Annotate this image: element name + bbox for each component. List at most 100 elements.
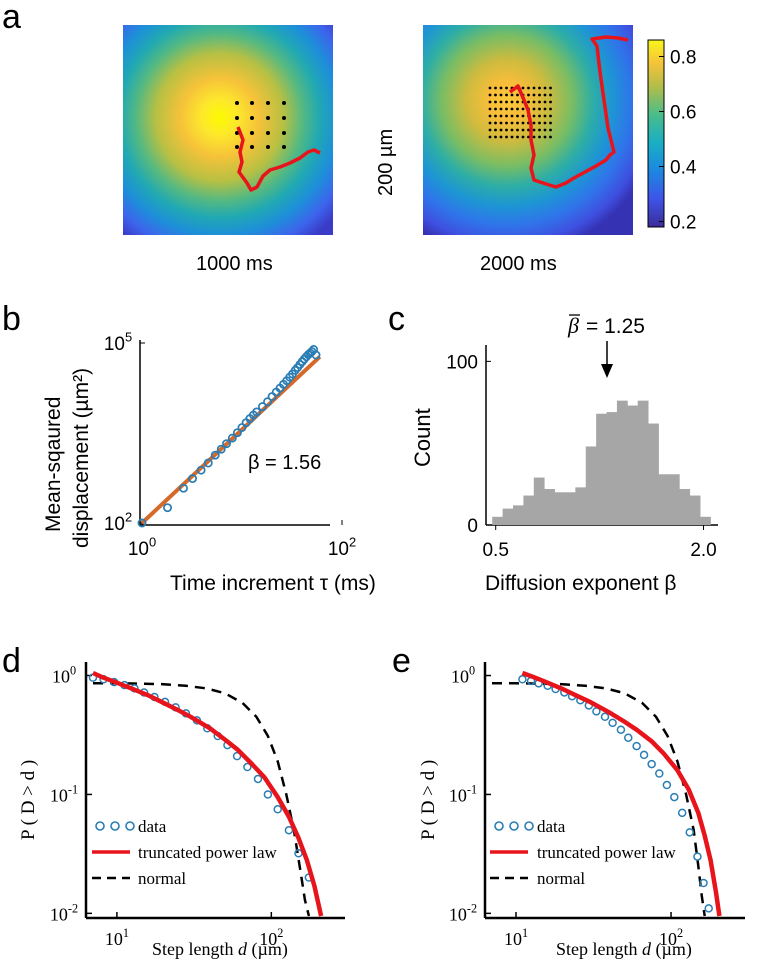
- grid-dot-2000ms-74: [499, 128, 503, 132]
- grid-dot-2000ms-8: [532, 86, 536, 90]
- grid-dot-2000ms-31: [527, 100, 530, 104]
- d-data-point-19: [284, 825, 294, 835]
- grid-dot-2000ms-78: [521, 128, 525, 132]
- b-y-tick-label-1-base: 10: [104, 334, 125, 355]
- grid-dot-2000ms-27: [505, 100, 508, 104]
- grid-dot-1000ms-13: [250, 145, 254, 149]
- c-bar-10: [596, 413, 607, 525]
- e-x-tick-label-0-exp: 1: [522, 926, 528, 940]
- grid-dot-2000ms-73: [494, 128, 497, 132]
- b-y-axis-label-line2: displacement (µm²): [70, 368, 93, 548]
- grid-dot-2000ms-82: [543, 128, 547, 132]
- b-y-tick-label-1: 105: [104, 329, 132, 355]
- grid-dot-2000ms-49: [494, 114, 497, 118]
- e-data-point-19: [670, 792, 679, 802]
- grid-dot-2000ms-23: [549, 93, 552, 97]
- grid-dot-2000ms-68: [532, 121, 536, 125]
- panel-letter-a: a: [2, 0, 21, 36]
- colorbar-ticks: 0.8 0.6 0.4 0.2: [659, 48, 697, 234]
- b-y-ticks: 10 2 105: [104, 329, 145, 535]
- e-y-tick-label-0: 100: [451, 663, 475, 686]
- grid-dot-2000ms-42: [521, 107, 525, 111]
- grid-dot-2000ms-80: [532, 128, 536, 132]
- d-legend-label-data: data: [138, 817, 167, 836]
- c-bar-3: [523, 495, 535, 525]
- e-data-point-12: [616, 725, 626, 734]
- b-y-tick-label-0-exp: 2: [125, 509, 132, 524]
- grid-dot-1000ms-3: [282, 101, 286, 105]
- grid-dot-2000ms-77: [516, 128, 519, 132]
- grid-dot-2000ms-93: [538, 135, 541, 139]
- grid-dot-2000ms-15: [505, 93, 508, 97]
- c-bar-4: [533, 477, 545, 525]
- grid-dot-2000ms-3: [505, 86, 508, 90]
- grid-dot-2000ms-38: [499, 107, 503, 111]
- b-point-2: [179, 483, 188, 493]
- e-tpl-line: [521, 670, 722, 917]
- c-x-tick-label-1: 2.0: [690, 540, 716, 561]
- grid-dot-1000ms-11: [282, 131, 286, 135]
- grid-dot-2000ms-35: [549, 100, 552, 104]
- grid-dot-2000ms-29: [516, 100, 519, 104]
- c-bar-6: [554, 492, 566, 525]
- c-x-axis-label: Diffusion exponent β: [485, 572, 676, 595]
- c-bar-13: [627, 405, 639, 525]
- grid-dot-1000ms-7: [282, 116, 286, 120]
- b-point-5: [203, 458, 213, 468]
- e-data-point-10: [600, 712, 610, 722]
- grid-dot-2000ms-53: [516, 114, 519, 118]
- grid-dot-1000ms-8: [235, 131, 239, 135]
- grid-dot-2000ms-91: [527, 135, 530, 139]
- grid-dot-2000ms-72: [488, 128, 492, 132]
- grid-dot-2000ms-51: [505, 114, 508, 118]
- e-y-tick-label-2: 10-2: [449, 901, 477, 924]
- e-y-tick-label-1-exp: -1: [467, 782, 477, 796]
- grid-dot-2000ms-28: [510, 100, 514, 104]
- grid-dot-1000ms-0: [235, 101, 239, 105]
- grid-dot-2000ms-46: [543, 107, 547, 111]
- grid-dot-2000ms-1: [494, 86, 497, 90]
- b-point-4: [196, 465, 206, 475]
- b-point-10: [232, 428, 242, 438]
- colorbar-tick-label-0: 0.8: [670, 48, 696, 69]
- d-y-tick-label-2: 10-2: [50, 901, 78, 924]
- panel-letter-c: c: [388, 300, 405, 338]
- b-x-tick-label-0-base: 10: [128, 539, 149, 560]
- c-bar-20: [700, 516, 711, 525]
- e-data-point-11: [608, 718, 617, 728]
- grid-dot-2000ms-57: [538, 114, 541, 118]
- e-y-tick-label-0-exp: 0: [469, 663, 475, 677]
- b-annotation-beta: β = 1.56: [248, 452, 321, 474]
- grid-dot-2000ms-86: [499, 135, 503, 139]
- d-legend-circle-1: [110, 821, 120, 831]
- e-x-tick-label-1: 102: [659, 926, 683, 949]
- e-x-axis-label-var: d: [642, 939, 652, 959]
- d-x-tick-label-0: 101: [105, 926, 129, 949]
- grid-dot-2000ms-2: [499, 86, 503, 90]
- c-annotation-arrow-head: [601, 364, 613, 378]
- grid-dot-1000ms-14: [266, 145, 270, 149]
- e-x-tick-label-0-base: 10: [504, 929, 522, 949]
- c-bar-1: [502, 508, 514, 525]
- b-point-16: [257, 402, 267, 412]
- grid-dot-2000ms-52: [510, 114, 514, 118]
- trajectory-2000ms: [508, 35, 629, 189]
- c-annotation-value: = 1.25: [586, 315, 645, 338]
- b-point-15: [252, 407, 262, 417]
- d-data-point-16: [253, 774, 263, 784]
- c-x-ticks: 0.5 2.0: [482, 525, 717, 561]
- c-bar-14: [637, 400, 649, 525]
- e-x-tick-label-1-exp: 2: [677, 926, 683, 940]
- d-legend-circle-0: [95, 821, 105, 831]
- c-bar-2: [513, 505, 524, 525]
- map-2000ms-label: 2000 ms: [480, 253, 557, 275]
- e-data-point-15: [639, 750, 649, 760]
- heatmap-1000ms-image: [123, 25, 333, 235]
- grid-dot-2000ms-69: [538, 121, 541, 125]
- grid-dot-2000ms-59: [549, 114, 552, 118]
- grid-dot-1000ms-12: [235, 145, 239, 149]
- e-legend-label-data: data: [537, 817, 566, 836]
